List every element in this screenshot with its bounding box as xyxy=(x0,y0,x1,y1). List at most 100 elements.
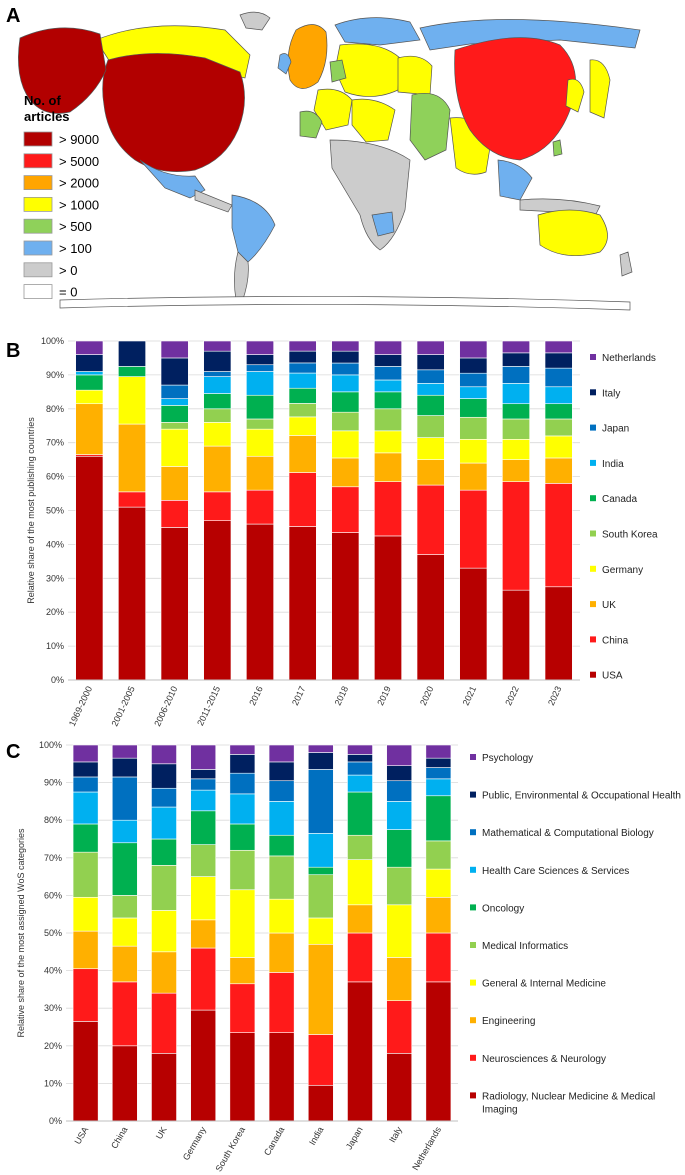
bar-segment xyxy=(268,972,295,1033)
bar-segment xyxy=(160,428,189,467)
y-axis-label: Relative share of the most assigned WoS … xyxy=(16,828,26,1037)
bar-segment xyxy=(190,844,217,877)
bar-segment xyxy=(118,491,146,508)
y-tick-label: 40% xyxy=(44,966,62,976)
bar-segment xyxy=(307,917,334,945)
legend-swatch xyxy=(470,942,476,948)
bar-segment xyxy=(544,367,573,388)
bar-segment xyxy=(347,744,373,755)
bar-segment xyxy=(268,898,295,934)
map-legend-label: > 1000 xyxy=(59,197,99,212)
bar-segment xyxy=(459,489,488,569)
bar-segment xyxy=(111,776,138,821)
bar-segment xyxy=(229,1032,256,1122)
map-region-germany xyxy=(334,43,401,97)
legend-swatch xyxy=(590,424,596,431)
map-region-italy xyxy=(351,98,396,143)
bar-segment xyxy=(246,523,274,681)
y-tick-label: 30% xyxy=(44,1003,62,1013)
chart-c: 0% 10% 20% 30% 40% 50% 60% 70% 80% 90% 100% Relativ… xyxy=(16,740,681,1173)
legend-swatch xyxy=(470,904,476,911)
bar-segment xyxy=(203,371,232,377)
map-legend: No. of articles > 9000 > 5000 > 2000 > 1000… xyxy=(23,93,99,300)
map-region-france xyxy=(313,88,353,131)
bar-segment xyxy=(203,393,232,410)
map-legend-swatch xyxy=(23,175,53,191)
bar-segment xyxy=(288,526,317,681)
x-tick-label: Canada xyxy=(262,1125,286,1157)
bar-segment xyxy=(203,445,232,493)
bar-segment xyxy=(190,1009,217,1122)
bar-segment xyxy=(307,866,334,876)
bar-segment xyxy=(190,778,217,791)
bar-segment xyxy=(203,340,232,352)
x-tick-label: 1969-2000 xyxy=(67,685,94,728)
y-tick-label: 20% xyxy=(44,1041,62,1051)
bar-segment xyxy=(268,761,295,782)
legend-label: Psychology xyxy=(482,753,533,764)
map-region-south-africa xyxy=(371,211,395,237)
x-tick-label: 2001-2005 xyxy=(110,685,137,728)
legend-label: India xyxy=(602,459,624,470)
bar-segment xyxy=(160,398,189,406)
bar-segment xyxy=(118,506,146,681)
map-region-usa xyxy=(102,53,245,172)
bar-segment xyxy=(416,459,445,486)
y-tick-label: 0% xyxy=(49,1116,62,1126)
bar-segment xyxy=(374,366,402,381)
map-region-eastern-europe xyxy=(397,55,433,96)
bar-segment xyxy=(203,408,232,423)
bar-segment xyxy=(347,754,373,763)
bar-segment xyxy=(544,483,573,588)
bar-segment xyxy=(331,457,360,488)
bar-segment xyxy=(72,930,99,970)
bar-segment xyxy=(160,466,189,501)
map-region-australia xyxy=(537,209,608,257)
bar-segment xyxy=(416,354,445,371)
bar-segment xyxy=(246,354,274,366)
bar-segment xyxy=(268,801,295,836)
map-region-central-america xyxy=(194,189,233,213)
bar-segment xyxy=(229,983,256,1033)
bar-segment xyxy=(160,384,189,399)
map-legend-swatch xyxy=(23,131,53,147)
map-region-japan xyxy=(589,59,611,119)
y-tick-label: 30% xyxy=(46,573,64,583)
map-region-middle-east xyxy=(409,92,451,161)
bar-segment xyxy=(246,364,274,372)
bar-segment xyxy=(347,981,373,1122)
bar-segment xyxy=(151,763,177,789)
x-tick-label: 2020 xyxy=(418,685,436,707)
bar-segment xyxy=(416,484,445,555)
bar-segment xyxy=(459,340,488,359)
bar-segment xyxy=(307,874,334,919)
bar-segment xyxy=(229,823,256,851)
x-tick-label: Italy xyxy=(387,1125,404,1145)
bar-segment xyxy=(268,1032,295,1122)
legend-label: Oncology xyxy=(482,903,524,914)
x-tick-label: Germany xyxy=(181,1125,208,1162)
map-region-greenland xyxy=(239,11,271,31)
bar-segment xyxy=(111,917,138,947)
bar-segment xyxy=(502,459,530,482)
bar-segment xyxy=(190,919,217,949)
bar-segment xyxy=(229,793,256,825)
bar-segment xyxy=(288,416,317,436)
bar-segment xyxy=(72,896,99,932)
x-tick-label: 2023 xyxy=(546,685,564,707)
bar-segment xyxy=(374,340,402,355)
bar-segment xyxy=(111,895,138,919)
bar-segment xyxy=(118,376,146,425)
y-tick-label: 70% xyxy=(44,853,62,863)
bar-segment xyxy=(544,418,573,437)
y-tick-label: 60% xyxy=(46,472,64,482)
legend-swatch xyxy=(590,459,596,466)
bar-segment xyxy=(374,379,402,393)
bar-segment xyxy=(160,340,189,359)
bar-segment xyxy=(544,403,573,420)
legend-swatch xyxy=(470,1092,476,1099)
bar-segment xyxy=(425,981,452,1122)
bar-segment xyxy=(331,340,360,352)
bar-segment xyxy=(229,849,256,891)
panel-label-c: C xyxy=(6,741,20,763)
